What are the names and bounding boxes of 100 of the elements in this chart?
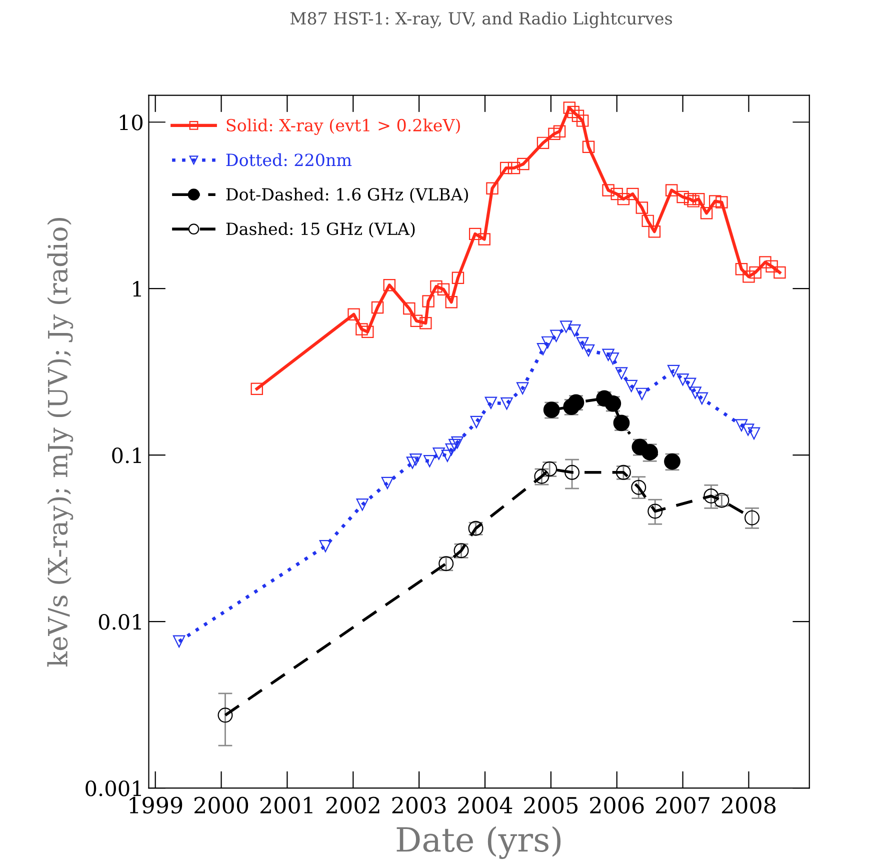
point: [689, 386, 702, 399]
point: [410, 314, 423, 327]
point: [700, 207, 713, 220]
point: [437, 283, 450, 296]
point: [553, 125, 566, 138]
point: [478, 233, 490, 246]
legend-label: Dotted: 220nm: [226, 153, 352, 166]
point: [749, 266, 762, 279]
point: [606, 352, 620, 365]
point: [567, 106, 580, 118]
point: [250, 382, 263, 395]
point: [356, 323, 368, 336]
point: [774, 266, 786, 279]
x-tick-label: 2001: [260, 796, 312, 814]
x-tick-label: 2004: [458, 796, 512, 814]
point: [744, 510, 760, 526]
point: [500, 162, 512, 174]
legend-label: Solid: X-ray (evt1 > 0.2keV): [226, 118, 460, 135]
point: [448, 438, 461, 452]
point: [468, 228, 482, 240]
point: [383, 278, 396, 292]
point: [615, 367, 628, 380]
point: [451, 436, 464, 449]
y-tick-label: 10: [120, 114, 143, 130]
point: [602, 184, 614, 196]
point: [759, 256, 772, 268]
point: [441, 450, 454, 462]
point: [692, 192, 705, 206]
x-tick-label: 2000: [194, 796, 248, 814]
point: [424, 455, 436, 468]
point: [406, 456, 419, 469]
x-tick-label: 2008: [722, 796, 776, 814]
point: [696, 392, 708, 405]
x-tick-label: 1999: [130, 796, 182, 814]
point: [576, 337, 589, 350]
point: [486, 182, 498, 194]
point: [445, 443, 458, 456]
y-tick-label: 0.001: [86, 780, 141, 796]
point: [422, 295, 434, 308]
legend-label: Dashed: 15 GHz (VLA): [226, 222, 415, 238]
point: [432, 448, 445, 460]
point: [564, 464, 580, 480]
y-tick-label: 0.01: [98, 614, 141, 630]
point: [610, 188, 623, 200]
point: [484, 396, 498, 409]
x-tick-label: 2007: [656, 796, 710, 814]
point: [617, 192, 630, 206]
point: [766, 260, 778, 272]
point: [536, 343, 550, 356]
point: [582, 344, 595, 357]
x-axis-title: Date (yrs): [396, 826, 561, 859]
x-tick-label: 2005: [524, 796, 578, 814]
point: [684, 192, 696, 206]
point: [536, 136, 550, 150]
point: [517, 158, 530, 170]
point: [410, 453, 422, 466]
y-axis-title: keV/s (X-ray); mJy (UV); Jy (radio): [47, 218, 74, 667]
point: [716, 196, 728, 208]
point: [742, 424, 754, 436]
point: [172, 635, 186, 648]
point: [636, 202, 648, 214]
point: [356, 498, 368, 511]
point: [218, 708, 233, 723]
point: [576, 114, 589, 127]
point: [748, 427, 760, 440]
point: [735, 419, 748, 432]
point: [742, 270, 755, 283]
point: [582, 140, 595, 153]
point: [626, 188, 639, 200]
point: [452, 272, 464, 284]
point: [560, 320, 572, 333]
point: [631, 480, 646, 495]
point: [648, 504, 663, 519]
y-tick-label: 0.1: [112, 448, 141, 464]
point: [420, 317, 432, 330]
point: [648, 225, 661, 238]
point: [563, 102, 576, 114]
y-tick-label: 1: [133, 281, 141, 297]
x-tick-label: 2006: [590, 796, 644, 814]
point: [572, 110, 584, 122]
point: [348, 308, 360, 321]
point: [704, 488, 719, 504]
chart-title: M87 HST-1: X-ray, UV, and Radio Lightcurves: [290, 12, 672, 28]
point: [445, 296, 458, 308]
point: [362, 326, 374, 338]
point: [430, 280, 442, 293]
point: [708, 195, 722, 208]
point: [642, 214, 654, 228]
point: [636, 388, 648, 400]
point: [676, 374, 689, 386]
point: [319, 540, 332, 552]
x-tick-label: 2002: [326, 796, 380, 814]
point: [676, 190, 689, 204]
x-tick-label: 2003: [392, 796, 446, 814]
point: [687, 195, 700, 208]
point: [371, 301, 384, 314]
point: [403, 302, 416, 315]
point: [381, 476, 394, 490]
point: [470, 416, 483, 428]
point: [665, 184, 678, 196]
